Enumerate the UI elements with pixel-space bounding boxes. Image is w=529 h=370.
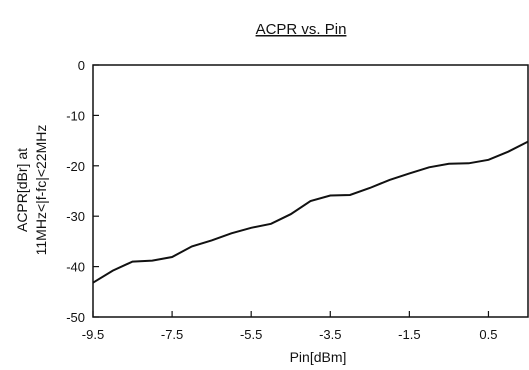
acpr-series-line: [92, 140, 529, 284]
x-axis: -9.5 -7.5 -5.5 -3.5 -1.5 0.5: [82, 311, 497, 342]
x-tick-label: -7.5: [161, 327, 183, 342]
y-tick-label: -30: [66, 209, 85, 224]
chart-title: ACPR vs. Pin: [256, 21, 347, 38]
y-tick-label: -10: [66, 108, 85, 123]
x-tick-label: -9.5: [82, 327, 104, 342]
y-tick-label: -20: [66, 159, 85, 174]
plot-frame: [92, 64, 529, 318]
x-tick-label: -1.5: [398, 327, 420, 342]
y-axis-label-line-2: 11MHz<|f-fc|<22MHz: [33, 125, 49, 256]
x-tick-label: -3.5: [319, 327, 341, 342]
y-tick-label: -50: [66, 310, 85, 325]
y-tick-label: 0: [78, 58, 85, 73]
x-tick-label: -5.5: [240, 327, 262, 342]
y-axis: 0 -10 -20 -30 -40 -50: [66, 58, 99, 325]
x-axis-label: Pin[dBm]: [290, 349, 347, 365]
y-tick-label: -40: [66, 260, 85, 275]
y-axis-label-line-1: ACPR[dBr] at: [14, 148, 30, 232]
x-tick-label: 0.5: [479, 327, 497, 342]
